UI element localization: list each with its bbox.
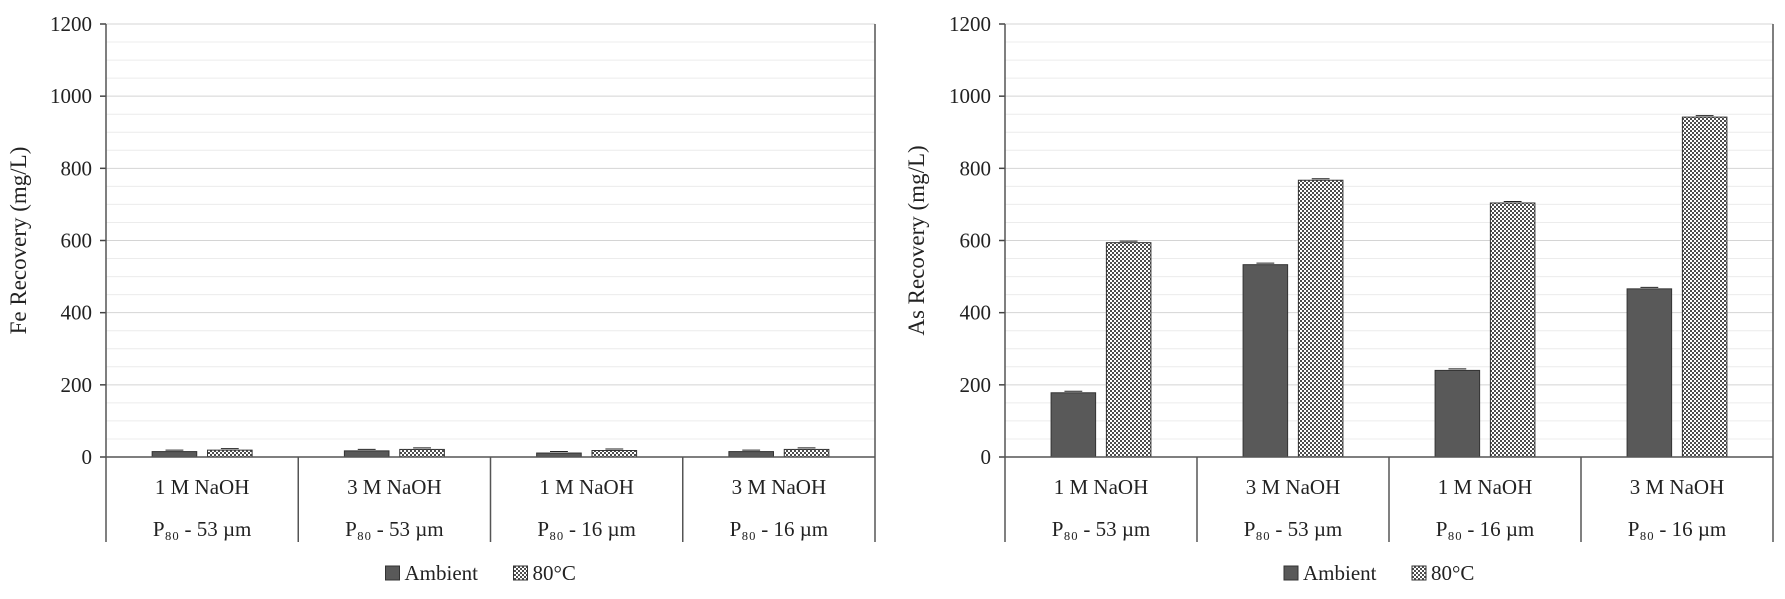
y-tick-label: 1200: [949, 12, 991, 36]
y-tick-label: 800: [61, 156, 93, 180]
legend-label-80c: 80°C: [1431, 561, 1474, 585]
category-label-line1: 1 M NaOH: [539, 475, 634, 499]
bar-80c: [399, 448, 445, 458]
category-label-line1: 1 M NaOH: [1438, 475, 1533, 499]
fe-recovery-chart: 0 200 400 600 800 1000 1200 Fe Recovery (mg/L) 1…: [6, 12, 876, 585]
y-tick-label: 200: [960, 373, 992, 397]
legend-label-80c: 80°C: [533, 561, 576, 585]
bar-80c: [1681, 116, 1728, 458]
category-label-line1: 1 M NaOH: [155, 475, 250, 499]
bar-80c: [591, 450, 638, 458]
category-label-line2: P₈₀ - 53 µm: [1052, 517, 1151, 541]
bar-80c: [1297, 179, 1344, 458]
bar-ambient: [1242, 264, 1289, 458]
category-label-line2: P₈₀ - 53 µm: [1244, 517, 1343, 541]
bar-ambient: [1434, 369, 1481, 458]
y-tick-label: 400: [960, 301, 992, 325]
category-label-line2: P₈₀ - 16 µm: [537, 517, 636, 541]
bar-80c: [1105, 242, 1152, 458]
category-label-line2: P₈₀ - 53 µm: [345, 517, 444, 541]
bar-ambient: [728, 451, 774, 458]
bar-80c: [783, 448, 830, 458]
category-label-line1: 1 M NaOH: [1054, 475, 1149, 499]
bar-ambient: [1050, 392, 1097, 458]
y-tick-label: 800: [960, 156, 992, 180]
y-tick-label: 1200: [50, 12, 92, 36]
category-label-line2: P₈₀ - 16 µm: [730, 517, 829, 541]
category-label-line1: 3 M NaOH: [1246, 475, 1341, 499]
legend-label-ambient: Ambient: [1303, 561, 1377, 585]
category-label-line1: 3 M NaOH: [1630, 475, 1725, 499]
y-tick-label: 200: [61, 373, 93, 397]
y-axis-title: As Recovery (mg/L): [904, 145, 929, 335]
legend-swatch-ambient: [385, 565, 400, 581]
y-tick-label: 400: [61, 301, 93, 325]
bar-ambient: [151, 451, 198, 458]
y-tick-label: 600: [960, 229, 992, 253]
category-label-line2: P₈₀ - 16 µm: [1628, 517, 1727, 541]
as-recovery-chart: 0 200 400 600 800 1000 1200 As Recovery (mg/L) 1…: [904, 12, 1774, 585]
y-tick-label: 1000: [50, 84, 92, 108]
y-axis-title: Fe Recovery (mg/L): [6, 147, 31, 335]
y-tick-label: 1000: [949, 84, 991, 108]
category-label-line1: 3 M NaOH: [347, 475, 442, 499]
bar-ambient: [343, 450, 390, 458]
bar-80c: [207, 449, 253, 458]
legend-swatch-80c: [1411, 565, 1427, 581]
category-label-line1: 3 M NaOH: [732, 475, 827, 499]
legend-label-ambient: Ambient: [405, 561, 479, 585]
category-label-line2: P₈₀ - 53 µm: [153, 517, 252, 541]
bar-ambient: [1626, 288, 1673, 458]
y-tick-label: 600: [61, 229, 93, 253]
legend-swatch-80c: [513, 565, 528, 581]
bar-80c: [1489, 202, 1536, 458]
y-tick-label: 0: [981, 445, 992, 469]
category-label-line2: P₈₀ - 16 µm: [1436, 517, 1535, 541]
y-tick-label: 0: [82, 445, 93, 469]
legend-swatch-ambient: [1283, 565, 1299, 581]
